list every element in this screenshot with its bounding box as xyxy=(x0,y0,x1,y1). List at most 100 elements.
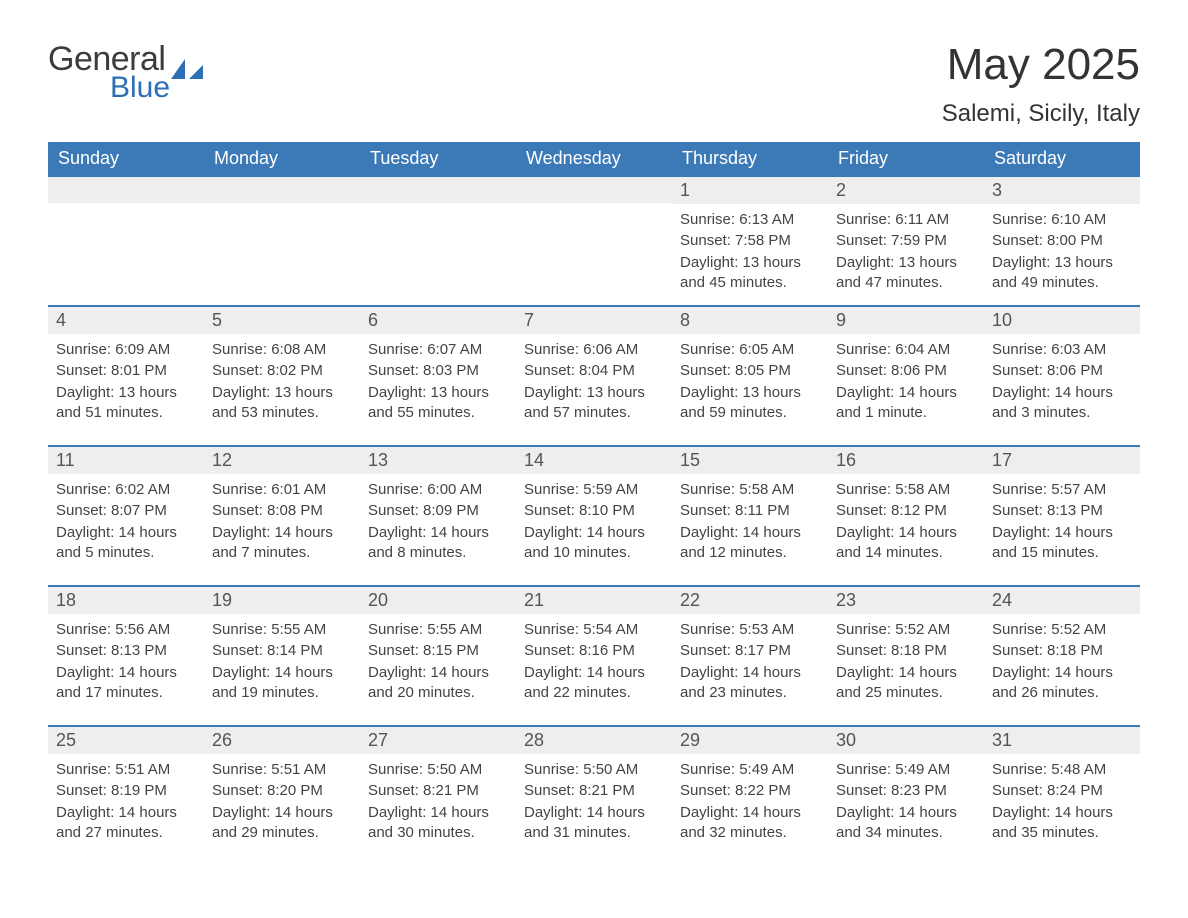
sunset-line: Sunset: 8:08 PM xyxy=(212,501,352,521)
title-block: May 2025 Salemi, Sicily, Italy xyxy=(942,40,1140,128)
daylight-line: Daylight: 13 hours and 45 minutes. xyxy=(680,253,820,294)
sunrise-line: Sunrise: 6:11 AM xyxy=(836,210,976,230)
sunset-line: Sunset: 8:13 PM xyxy=(992,501,1132,521)
sunset-line: Sunset: 8:06 PM xyxy=(992,361,1132,381)
day-details: Sunrise: 6:11 AMSunset: 7:59 PMDaylight:… xyxy=(828,204,984,298)
daylight-line: Daylight: 14 hours and 32 minutes. xyxy=(680,803,820,844)
day-cell: 3Sunrise: 6:10 AMSunset: 8:00 PMDaylight… xyxy=(984,175,1140,305)
sunrise-line: Sunrise: 6:02 AM xyxy=(56,480,196,500)
day-cell: 28Sunrise: 5:50 AMSunset: 8:21 PMDayligh… xyxy=(516,725,672,865)
day-cell: 31Sunrise: 5:48 AMSunset: 8:24 PMDayligh… xyxy=(984,725,1140,865)
sunrise-line: Sunrise: 6:07 AM xyxy=(368,340,508,360)
daylight-line: Daylight: 14 hours and 30 minutes. xyxy=(368,803,508,844)
day-cell: 27Sunrise: 5:50 AMSunset: 8:21 PMDayligh… xyxy=(360,725,516,865)
day-details: Sunrise: 6:01 AMSunset: 8:08 PMDaylight:… xyxy=(204,474,360,568)
day-details: Sunrise: 5:58 AMSunset: 8:11 PMDaylight:… xyxy=(672,474,828,568)
day-cell: 12Sunrise: 6:01 AMSunset: 8:08 PMDayligh… xyxy=(204,445,360,585)
daylight-line: Daylight: 14 hours and 23 minutes. xyxy=(680,663,820,704)
col-monday: Monday xyxy=(204,142,360,175)
day-details: Sunrise: 5:58 AMSunset: 8:12 PMDaylight:… xyxy=(828,474,984,568)
empty-day-bar xyxy=(516,175,672,203)
day-cell: 4Sunrise: 6:09 AMSunset: 8:01 PMDaylight… xyxy=(48,305,204,445)
day-number: 13 xyxy=(360,445,516,474)
sunset-line: Sunset: 8:00 PM xyxy=(992,231,1132,251)
col-friday: Friday xyxy=(828,142,984,175)
sunset-line: Sunset: 8:18 PM xyxy=(992,641,1132,661)
sunrise-line: Sunrise: 5:56 AM xyxy=(56,620,196,640)
sunset-line: Sunset: 8:18 PM xyxy=(836,641,976,661)
logo-triangle-icon xyxy=(171,57,203,79)
sunrise-line: Sunrise: 5:52 AM xyxy=(836,620,976,640)
empty-day-bar xyxy=(48,175,204,203)
sunset-line: Sunset: 8:17 PM xyxy=(680,641,820,661)
day-cell: 23Sunrise: 5:52 AMSunset: 8:18 PMDayligh… xyxy=(828,585,984,725)
sunrise-line: Sunrise: 6:09 AM xyxy=(56,340,196,360)
day-cell: 8Sunrise: 6:05 AMSunset: 8:05 PMDaylight… xyxy=(672,305,828,445)
sunset-line: Sunset: 8:15 PM xyxy=(368,641,508,661)
day-cell: 17Sunrise: 5:57 AMSunset: 8:13 PMDayligh… xyxy=(984,445,1140,585)
day-details: Sunrise: 5:55 AMSunset: 8:15 PMDaylight:… xyxy=(360,614,516,708)
day-cell xyxy=(48,175,204,305)
week-row: 18Sunrise: 5:56 AMSunset: 8:13 PMDayligh… xyxy=(48,585,1140,725)
sunrise-line: Sunrise: 6:05 AM xyxy=(680,340,820,360)
day-cell: 13Sunrise: 6:00 AMSunset: 8:09 PMDayligh… xyxy=(360,445,516,585)
daylight-line: Daylight: 14 hours and 29 minutes. xyxy=(212,803,352,844)
day-cell: 10Sunrise: 6:03 AMSunset: 8:06 PMDayligh… xyxy=(984,305,1140,445)
day-cell: 5Sunrise: 6:08 AMSunset: 8:02 PMDaylight… xyxy=(204,305,360,445)
sunset-line: Sunset: 7:58 PM xyxy=(680,231,820,251)
day-number: 29 xyxy=(672,725,828,754)
sunrise-line: Sunrise: 5:52 AM xyxy=(992,620,1132,640)
day-number: 24 xyxy=(984,585,1140,614)
sunset-line: Sunset: 8:07 PM xyxy=(56,501,196,521)
day-details: Sunrise: 5:49 AMSunset: 8:23 PMDaylight:… xyxy=(828,754,984,848)
sunset-line: Sunset: 8:19 PM xyxy=(56,781,196,801)
day-cell: 1Sunrise: 6:13 AMSunset: 7:58 PMDaylight… xyxy=(672,175,828,305)
day-number: 5 xyxy=(204,305,360,334)
calendar-table: Sunday Monday Tuesday Wednesday Thursday… xyxy=(48,142,1140,865)
day-cell: 22Sunrise: 5:53 AMSunset: 8:17 PMDayligh… xyxy=(672,585,828,725)
day-number: 3 xyxy=(984,175,1140,204)
sunset-line: Sunset: 8:03 PM xyxy=(368,361,508,381)
daylight-line: Daylight: 13 hours and 47 minutes. xyxy=(836,253,976,294)
day-cell: 9Sunrise: 6:04 AMSunset: 8:06 PMDaylight… xyxy=(828,305,984,445)
day-cell: 11Sunrise: 6:02 AMSunset: 8:07 PMDayligh… xyxy=(48,445,204,585)
day-details: Sunrise: 5:53 AMSunset: 8:17 PMDaylight:… xyxy=(672,614,828,708)
sunrise-line: Sunrise: 6:00 AM xyxy=(368,480,508,500)
daylight-line: Daylight: 14 hours and 26 minutes. xyxy=(992,663,1132,704)
sunrise-line: Sunrise: 5:51 AM xyxy=(56,760,196,780)
day-cell xyxy=(360,175,516,305)
day-cell: 24Sunrise: 5:52 AMSunset: 8:18 PMDayligh… xyxy=(984,585,1140,725)
sunset-line: Sunset: 8:20 PM xyxy=(212,781,352,801)
day-cell xyxy=(204,175,360,305)
sunset-line: Sunset: 8:06 PM xyxy=(836,361,976,381)
day-details: Sunrise: 6:02 AMSunset: 8:07 PMDaylight:… xyxy=(48,474,204,568)
day-number: 8 xyxy=(672,305,828,334)
sunset-line: Sunset: 8:24 PM xyxy=(992,781,1132,801)
col-thursday: Thursday xyxy=(672,142,828,175)
daylight-line: Daylight: 14 hours and 35 minutes. xyxy=(992,803,1132,844)
page-title: May 2025 xyxy=(942,40,1140,90)
sunset-line: Sunset: 8:11 PM xyxy=(680,501,820,521)
daylight-line: Daylight: 13 hours and 59 minutes. xyxy=(680,383,820,424)
day-cell: 19Sunrise: 5:55 AMSunset: 8:14 PMDayligh… xyxy=(204,585,360,725)
day-details: Sunrise: 6:10 AMSunset: 8:00 PMDaylight:… xyxy=(984,204,1140,298)
daylight-line: Daylight: 14 hours and 10 minutes. xyxy=(524,523,664,564)
sunrise-line: Sunrise: 5:54 AM xyxy=(524,620,664,640)
day-details: Sunrise: 5:52 AMSunset: 8:18 PMDaylight:… xyxy=(984,614,1140,708)
day-number: 28 xyxy=(516,725,672,754)
day-number: 2 xyxy=(828,175,984,204)
day-details: Sunrise: 5:56 AMSunset: 8:13 PMDaylight:… xyxy=(48,614,204,708)
empty-day-bar xyxy=(204,175,360,203)
sunrise-line: Sunrise: 5:55 AM xyxy=(212,620,352,640)
day-details: Sunrise: 5:54 AMSunset: 8:16 PMDaylight:… xyxy=(516,614,672,708)
sunset-line: Sunset: 7:59 PM xyxy=(836,231,976,251)
day-cell: 25Sunrise: 5:51 AMSunset: 8:19 PMDayligh… xyxy=(48,725,204,865)
day-details: Sunrise: 5:52 AMSunset: 8:18 PMDaylight:… xyxy=(828,614,984,708)
sunrise-line: Sunrise: 6:01 AM xyxy=(212,480,352,500)
daylight-line: Daylight: 13 hours and 53 minutes. xyxy=(212,383,352,424)
day-details: Sunrise: 5:49 AMSunset: 8:22 PMDaylight:… xyxy=(672,754,828,848)
day-number: 18 xyxy=(48,585,204,614)
day-number: 22 xyxy=(672,585,828,614)
day-number: 11 xyxy=(48,445,204,474)
sunset-line: Sunset: 8:02 PM xyxy=(212,361,352,381)
